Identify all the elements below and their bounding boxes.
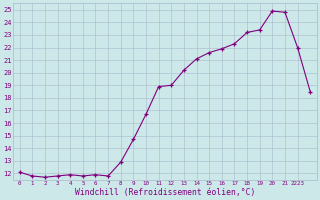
X-axis label: Windchill (Refroidissement éolien,°C): Windchill (Refroidissement éolien,°C) — [75, 188, 255, 197]
